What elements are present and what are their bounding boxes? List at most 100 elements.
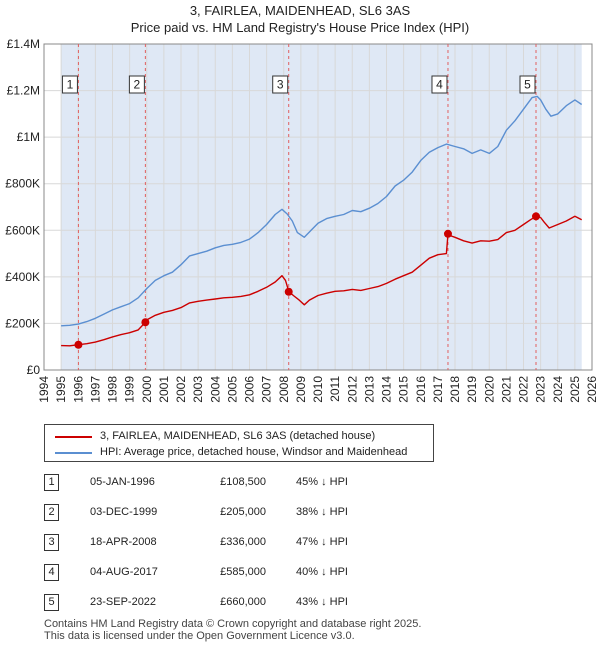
sale-badge-box (128, 75, 145, 94)
footer-attribution: Contains HM Land Registry data © Crown c… (44, 618, 421, 642)
chart-title-line1: 3, FAIRLEA, MAIDENHEAD, SL6 3AS (189, 3, 411, 18)
sale-badge-chart: 4 (431, 75, 448, 94)
sale-badge: 3 (44, 534, 59, 551)
sale-row: 4 04-AUG-2017 £585,000 40% ↓ HPI (44, 564, 444, 584)
x-tick-label: 2005 (225, 376, 239, 403)
sale-hpi-diff: 45% ↓ HPI (296, 476, 348, 488)
legend-swatch-hpi (55, 452, 92, 454)
sale-point (443, 229, 452, 238)
x-tick-label: 2009 (294, 376, 308, 403)
sale-badge-box (61, 75, 78, 94)
hpi-line (61, 95, 583, 327)
y-tick-label: £1.2M (7, 84, 40, 98)
footer-line2: This data is licensed under the Open Gov… (44, 630, 355, 642)
x-tick-label: 2011 (328, 376, 342, 402)
sale-price: £205,000 (220, 506, 266, 518)
x-tick-label: 2006 (243, 376, 257, 403)
sale-badge-label: 4 (436, 78, 443, 92)
x-tick-label: 1995 (54, 376, 68, 403)
y-tick-label: £600K (5, 223, 40, 237)
sale-badge-label: 2 (134, 78, 141, 92)
sale-hpi-diff: 47% ↓ HPI (296, 536, 348, 548)
sale-point (74, 340, 83, 349)
x-tick-label: 2018 (448, 376, 462, 403)
x-tick-label: 2012 (345, 376, 359, 403)
sale-badge-label: 1 (67, 78, 74, 92)
x-tick-label: 2022 (517, 376, 531, 403)
sale-badge-box (431, 75, 448, 94)
x-tick-label: 2020 (482, 376, 496, 403)
plot-frame (43, 43, 593, 371)
sale-point (284, 287, 293, 296)
sale-badge-box (272, 75, 289, 94)
sale-date: 03-DEC-1999 (90, 506, 158, 518)
x-tick-label: 1996 (71, 376, 85, 403)
sale-price: £336,000 (220, 536, 266, 548)
sale-badge: 2 (44, 504, 59, 521)
sale-date: 04-AUG-2017 (90, 566, 158, 578)
sale-hpi-diff: 43% ↓ HPI (296, 596, 348, 608)
x-tick-label: 1998 (106, 376, 120, 403)
sale-point (532, 212, 541, 221)
sale-hpi-diff: 38% ↓ HPI (296, 506, 348, 518)
x-tick-label: 2000 (140, 376, 154, 403)
x-tick-label: 2025 (568, 376, 582, 403)
sale-badge: 5 (44, 594, 59, 611)
x-tick-label: 2010 (311, 376, 325, 403)
sale-badge-label: 5 (524, 78, 531, 92)
x-tick-label: 2007 (260, 376, 274, 403)
sale-badge-box (519, 75, 536, 94)
x-tick-label: 2021 (499, 376, 513, 403)
x-tick-label: 2024 (551, 376, 565, 403)
property-price-line (61, 215, 583, 347)
sale-badge-label: 3 (277, 78, 284, 92)
legend-label-property: 3, FAIRLEA, MAIDENHEAD, SL6 3AS (detache… (100, 430, 376, 442)
y-tick-label: £1M (17, 130, 40, 144)
x-tick-label: 2002 (174, 376, 188, 403)
x-tick-label: 2023 (534, 376, 548, 403)
chart-title-line2: Price paid vs. HM Land Registry's House … (130, 20, 470, 35)
sale-date: 23-SEP-2022 (90, 596, 157, 608)
y-tick-label: £800K (5, 177, 40, 191)
sale-badge-chart: 1 (61, 75, 78, 94)
sale-badge-chart: 5 (519, 75, 536, 94)
sale-row: 5 23-SEP-2022 £660,000 43% ↓ HPI (44, 594, 444, 614)
x-tick-label: 2004 (208, 376, 222, 403)
sale-badge-chart: 2 (128, 75, 145, 94)
sale-date: 18-APR-2008 (90, 536, 157, 548)
x-tick-label: 2017 (431, 376, 445, 403)
x-tick-label: 2019 (465, 376, 479, 403)
x-tick-label: 2026 (585, 376, 599, 403)
sale-price: £585,000 (220, 566, 266, 578)
y-tick-label: £0 (27, 363, 41, 377)
chart-title: 3, FAIRLEA, MAIDENHEAD, SL6 3AS Price pa… (0, 2, 600, 36)
sale-price: £660,000 (220, 596, 266, 608)
sale-badge: 4 (44, 564, 59, 581)
legend-swatch-property (55, 436, 92, 438)
sale-row: 1 05-JAN-1996 £108,500 45% ↓ HPI (44, 474, 444, 494)
x-tick-label: 1999 (123, 376, 137, 403)
sale-badge: 1 (44, 474, 59, 491)
sale-date: 05-JAN-1996 (90, 476, 155, 488)
price-chart: 1 2 3 4 5 £0 £200K £400K £600K £800K £1M £1.2M £1.4M… (5, 37, 599, 403)
sale-badge-chart: 3 (272, 75, 289, 94)
x-tick-label: 2003 (191, 376, 205, 403)
sale-point (141, 318, 150, 327)
sale-row: 2 03-DEC-1999 £205,000 38% ↓ HPI (44, 504, 444, 524)
x-tick-label: 1997 (88, 376, 102, 403)
x-tick-label: 2008 (277, 376, 291, 403)
y-tick-label: £400K (5, 270, 40, 284)
sale-price: £108,500 (220, 476, 266, 488)
x-tick-label: 2001 (157, 376, 171, 403)
sale-row: 3 18-APR-2008 £336,000 47% ↓ HPI (44, 534, 444, 554)
sale-hpi-diff: 40% ↓ HPI (296, 566, 348, 578)
x-tick-label: 2014 (380, 376, 394, 403)
x-tick-label: 2013 (362, 376, 376, 403)
y-tick-label: £1.4M (7, 37, 40, 51)
x-tick-label: 2015 (397, 376, 411, 403)
chart-legend: 3, FAIRLEA, MAIDENHEAD, SL6 3AS (detache… (44, 424, 434, 462)
y-tick-label: £200K (5, 316, 40, 330)
data-range-shade (61, 44, 582, 370)
legend-label-hpi: HPI: Average price, detached house, Wind… (100, 446, 408, 458)
footer-line1: Contains HM Land Registry data © Crown c… (44, 618, 422, 630)
